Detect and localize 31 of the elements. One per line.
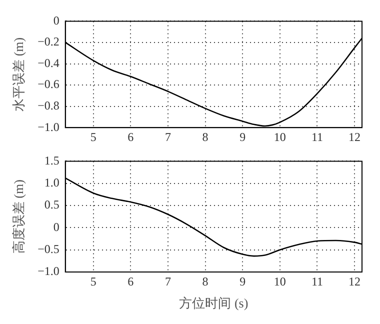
y-tick-label: −0.5 — [38, 242, 60, 256]
y-tick-label: −0.2 — [38, 34, 60, 49]
x-tick-label: 5 — [90, 274, 96, 288]
x-tick-label: 12 — [348, 130, 361, 144]
x-tick-label: 7 — [164, 130, 171, 144]
x-tick-label: 6 — [128, 274, 134, 288]
y-tick-label: −0.8 — [38, 98, 60, 112]
y-tick-label: −0.6 — [38, 77, 60, 92]
x-tick-label: 8 — [202, 130, 208, 144]
x-tick-label: 11 — [311, 274, 324, 288]
x-tick-label: 7 — [164, 274, 171, 288]
x-tick-label: 11 — [311, 130, 324, 144]
y-tick-label: 0 — [53, 13, 60, 28]
x-tick-label: 9 — [240, 130, 246, 144]
x-tick-label: 6 — [128, 130, 134, 144]
y-tick-label: −0.4 — [38, 56, 60, 70]
x-tick-label: 8 — [202, 274, 208, 288]
x-axis-title: 方位时间 (s) — [179, 296, 248, 311]
x-tick-label: 12 — [348, 274, 361, 288]
y-axis-title: 高度误差 (m) — [11, 180, 26, 254]
y-tick-label: −1.0 — [38, 264, 60, 278]
y-tick-label: 0.5 — [44, 198, 60, 212]
y-tick-label: 0 — [53, 220, 60, 234]
y-axis-title: 水平误差 (m) — [11, 37, 26, 112]
x-tick-label: 5 — [90, 130, 96, 144]
x-tick-label: 10 — [274, 274, 286, 288]
y-tick-label: −1.0 — [38, 120, 60, 134]
y-tick-label: 1.5 — [44, 153, 60, 168]
x-tick-label: 9 — [240, 274, 246, 288]
x-tick-label: 10 — [274, 130, 286, 144]
y-tick-label: 1.0 — [44, 176, 60, 190]
